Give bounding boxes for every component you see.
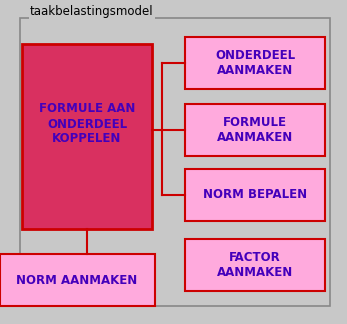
Bar (0, 254, 155, 306)
Text: NORM BEPALEN: NORM BEPALEN (203, 189, 307, 202)
Bar (185, 104, 325, 156)
Bar (185, 169, 325, 221)
Text: FORMULE AAN
ONDERDEEL
KOPPELEN: FORMULE AAN ONDERDEEL KOPPELEN (39, 102, 135, 145)
Text: ONDERDEEL
AANMAKEN: ONDERDEEL AANMAKEN (215, 49, 295, 77)
Text: FORMULE
AANMAKEN: FORMULE AANMAKEN (217, 116, 293, 144)
Text: FACTOR
AANMAKEN: FACTOR AANMAKEN (217, 251, 293, 279)
Bar (185, 37, 325, 89)
Bar (20, 18, 330, 306)
Text: NORM AANMAKEN: NORM AANMAKEN (16, 273, 138, 286)
Bar (22, 44, 152, 229)
Bar (185, 239, 325, 291)
Text: taakbelastingsmodel: taakbelastingsmodel (30, 6, 154, 18)
